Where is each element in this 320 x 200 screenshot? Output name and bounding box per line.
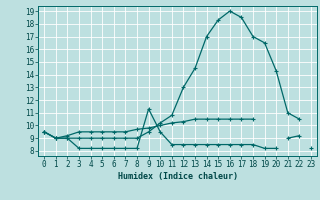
X-axis label: Humidex (Indice chaleur): Humidex (Indice chaleur): [118, 172, 238, 181]
